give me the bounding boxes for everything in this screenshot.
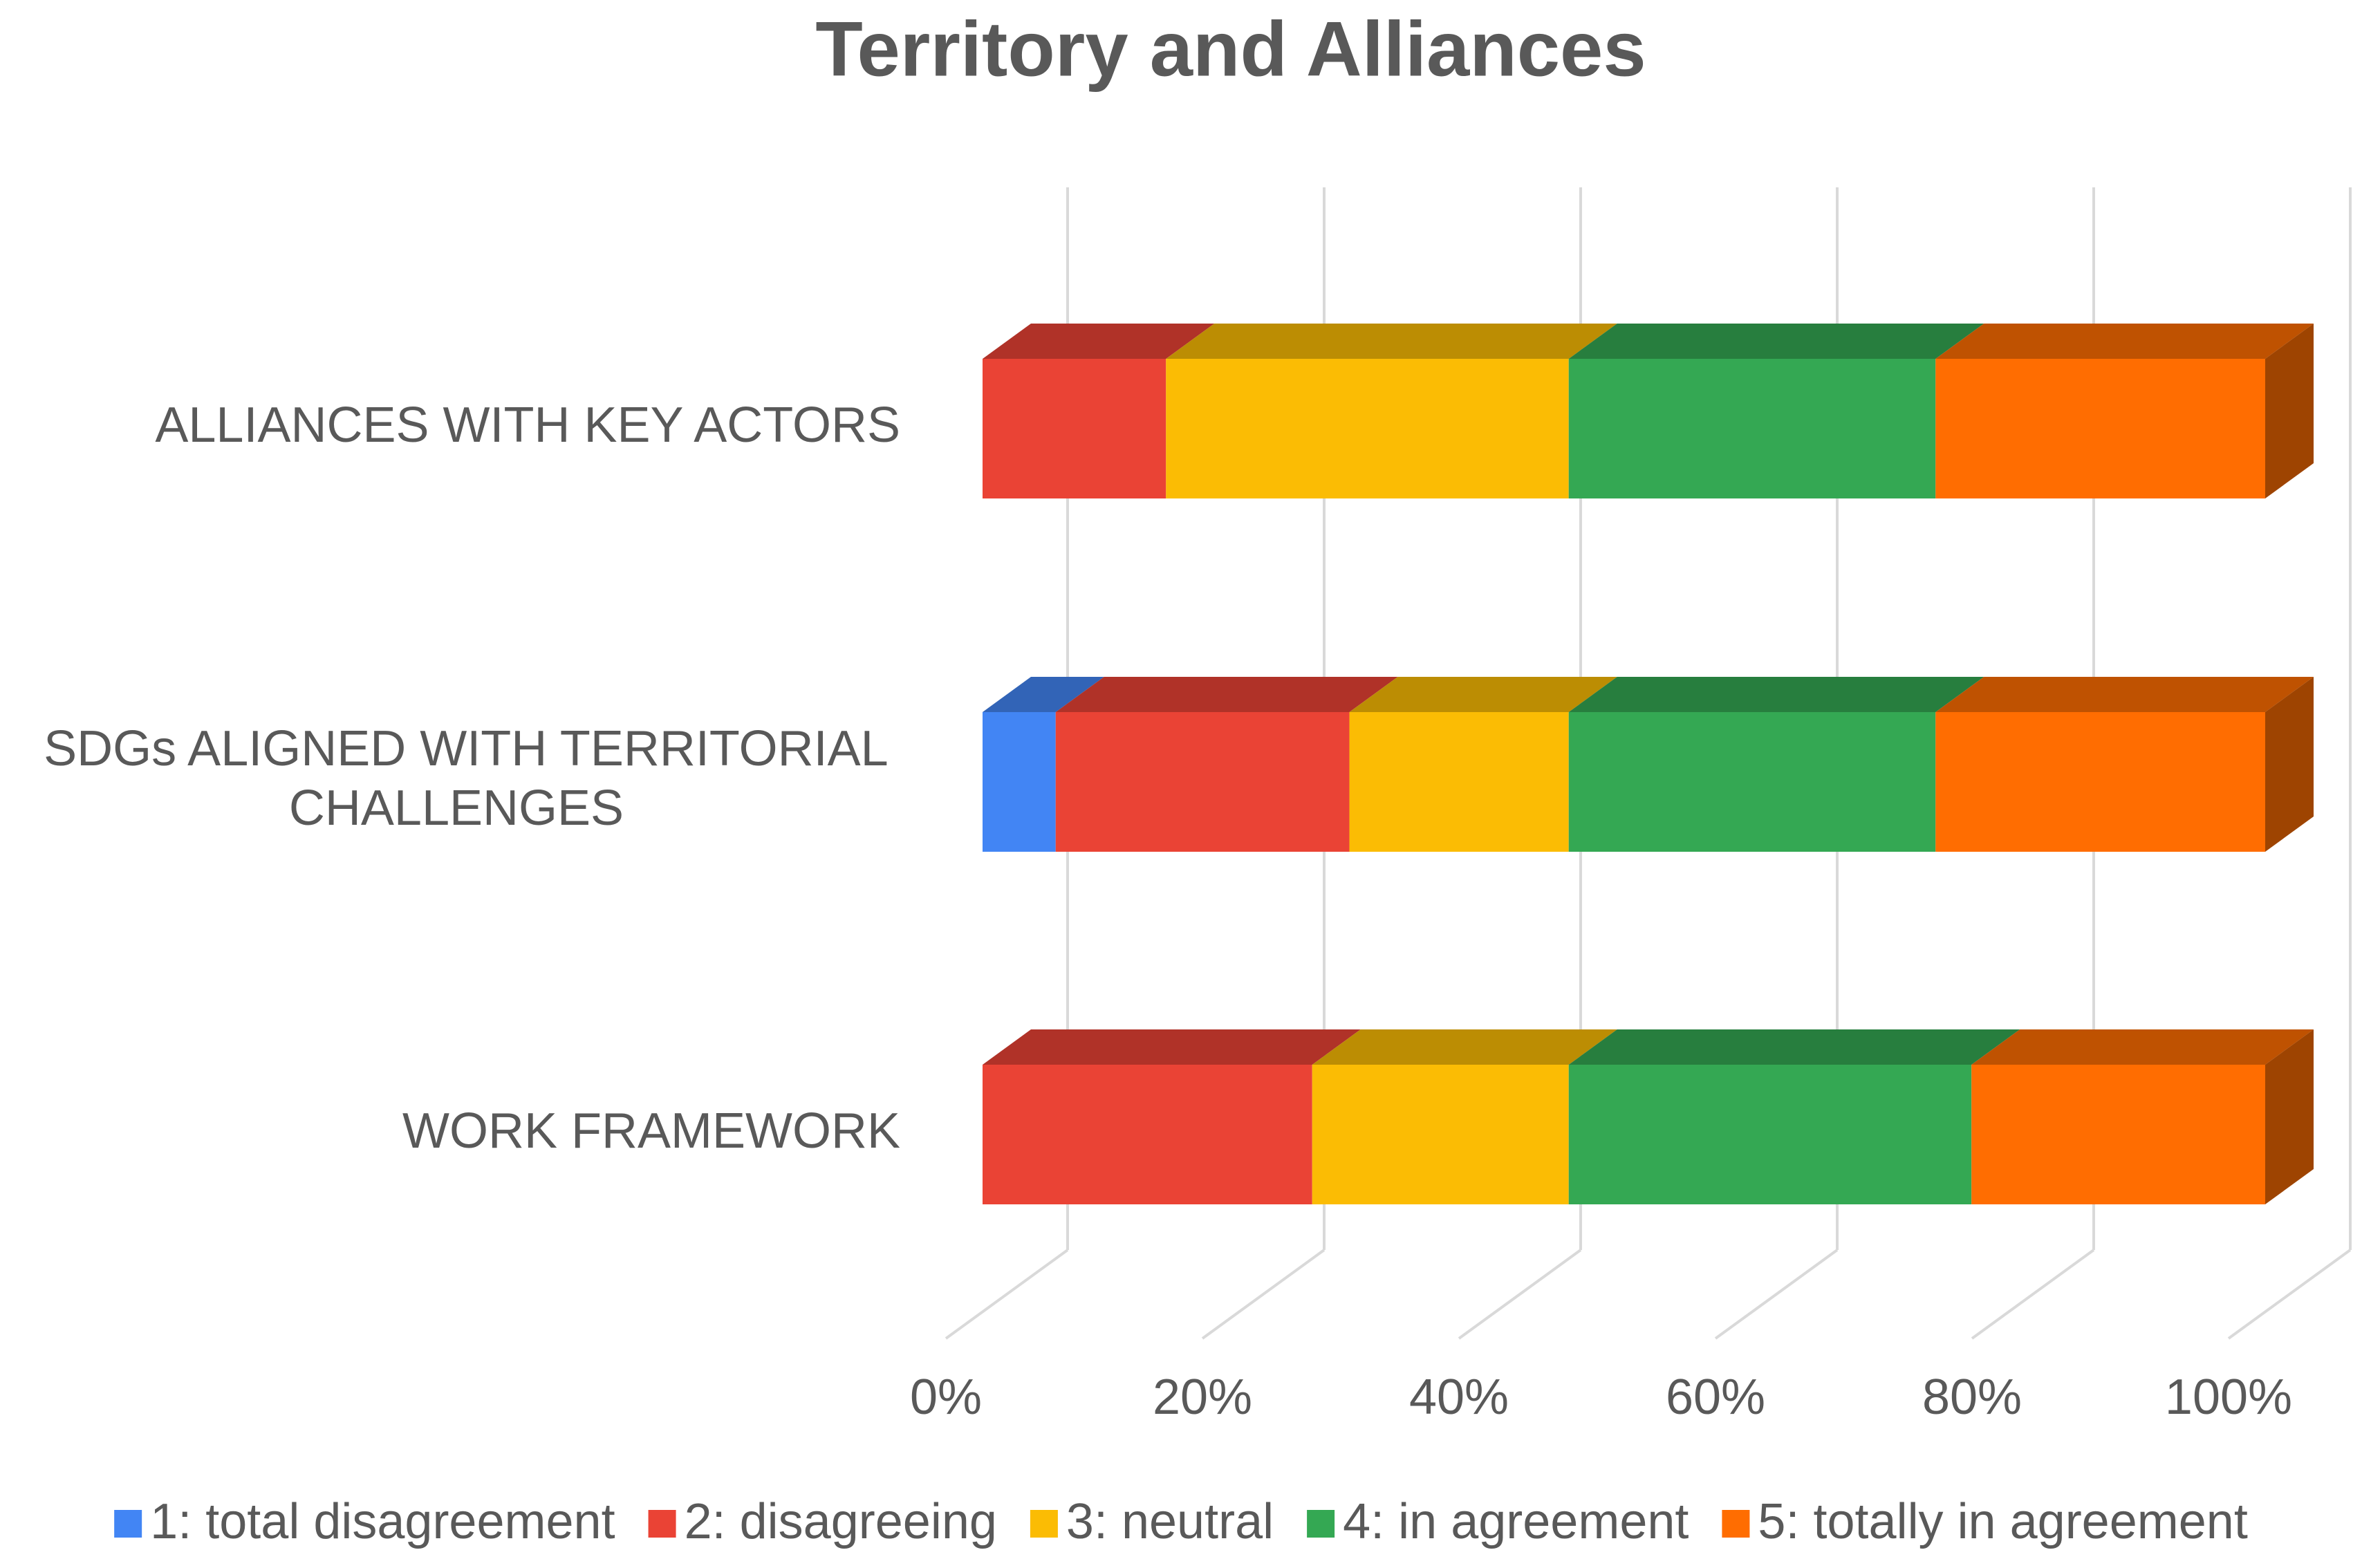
legend-swatch <box>1722 1510 1750 1538</box>
bar <box>1568 1065 1972 1204</box>
chart-title: Territory and Alliances <box>815 6 1646 93</box>
bar-side-face <box>2265 677 2314 852</box>
legend-swatch <box>1030 1510 1058 1538</box>
bar <box>1568 712 1936 852</box>
bar-top-face <box>1166 324 1617 359</box>
legend-swatch <box>1307 1510 1335 1538</box>
bar-top-face <box>983 677 1104 712</box>
x-tick-label: 100% <box>2165 1370 2292 1425</box>
bar-top-face <box>1971 1029 2314 1065</box>
legend-item: 1: total disagreement <box>114 1494 615 1549</box>
bar <box>1349 712 1569 852</box>
x-tick-label: 20% <box>1153 1370 1252 1425</box>
bar-top-face <box>1568 324 1984 359</box>
bar-top-face <box>1055 677 1398 712</box>
legend-swatch <box>648 1510 676 1538</box>
x-tick-label: 40% <box>1409 1370 1509 1425</box>
bar <box>983 712 1056 852</box>
bar <box>983 359 1166 498</box>
bar <box>1166 359 1569 498</box>
bar-top-face <box>1312 1029 1617 1065</box>
legend-item: 5: totally in agreement <box>1722 1494 2248 1549</box>
legend-swatch <box>114 1510 142 1538</box>
floor-grid-line <box>2227 1249 2352 1340</box>
bar <box>1312 1065 1569 1204</box>
x-tick-label: 80% <box>1922 1370 2022 1425</box>
bar-top-face <box>1935 677 2314 712</box>
x-tick-label: 0% <box>910 1370 982 1425</box>
bar <box>1568 359 1936 498</box>
bar-top-face <box>1349 677 1617 712</box>
bar-top-face <box>1568 1029 2020 1065</box>
legend-item: 2: disagreeing <box>648 1494 997 1549</box>
bar <box>1055 712 1350 852</box>
floor-grid-line <box>945 1249 1069 1340</box>
x-tick-label: 60% <box>1666 1370 1765 1425</box>
legend-item: 3: neutral <box>1030 1494 1274 1549</box>
bar <box>1971 1065 2265 1204</box>
legend-label: 5: totally in agreement <box>1758 1494 2247 1549</box>
floor-grid-line <box>1971 1249 2095 1340</box>
y-tick-label: ALLIANCES WITH KEY ACTORS <box>155 398 900 453</box>
bar <box>1935 712 2265 852</box>
legend-label: 2: disagreeing <box>685 1494 997 1549</box>
y-tick-label: WORK FRAMEWORK <box>402 1103 900 1159</box>
bar-top-face <box>983 1029 1361 1065</box>
bar-side-face <box>2265 324 2314 498</box>
legend-item: 4: in agreement <box>1307 1494 1689 1549</box>
floor-grid-line <box>1458 1249 1582 1340</box>
y-tick-label: SDGs ALIGNED WITH TERRITORIAL CHALLENGES <box>44 721 900 836</box>
legend-label: 4: in agreement <box>1343 1494 1689 1549</box>
legend-label: 3: neutral <box>1066 1494 1274 1549</box>
bar-top-face <box>1935 324 2314 359</box>
floor-grid-line <box>1714 1249 1839 1340</box>
bar-top-face <box>1568 677 1984 712</box>
bar <box>983 1065 1312 1204</box>
bar-side-face <box>2265 1029 2314 1204</box>
floor-grid-line <box>1201 1249 1326 1340</box>
bar <box>1935 359 2265 498</box>
legend-label: 1: total disagreement <box>150 1494 615 1549</box>
bar-top-face <box>983 324 1215 359</box>
